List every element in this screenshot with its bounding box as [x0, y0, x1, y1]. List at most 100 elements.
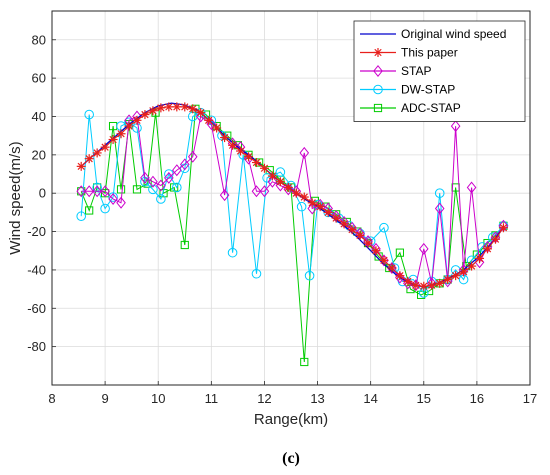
data-point-stap [164, 171, 174, 184]
data-point-this-paper [443, 275, 453, 285]
data-point-this-paper [435, 278, 445, 288]
data-point-this-paper [291, 188, 301, 198]
y-tick-label: 80 [32, 32, 46, 47]
legend-entry-stap: STAP [360, 64, 431, 78]
data-point-stap [172, 164, 182, 177]
data-point-dw-stap [84, 109, 94, 120]
data-point-this-paper [419, 281, 429, 291]
data-point-stap [219, 189, 230, 202]
data-point-this-paper [100, 142, 110, 152]
y-tick-label: -20 [27, 224, 46, 239]
legend-entry-dw-stap: DW-STAP [360, 83, 455, 97]
x-tick-label: 10 [151, 391, 165, 406]
data-point-stap [116, 196, 126, 209]
axis-ticks: 8 9 10 11 12 13 14 15 16 17 -80 -60 -40 -20 0 20 40 60 80 [27, 32, 537, 406]
data-point-this-paper [172, 102, 182, 112]
data-point-this-paper [108, 135, 118, 145]
x-tick-label: 16 [470, 391, 484, 406]
data-point-adc-stap [180, 240, 189, 250]
y-axis-label: Wind speed(m/s) [7, 141, 24, 254]
data-point-this-paper [220, 133, 230, 143]
data-point-this-paper [339, 219, 349, 229]
data-point-this-paper [196, 108, 206, 118]
x-tick-label: 8 [48, 391, 55, 406]
data-point-this-paper [483, 244, 493, 254]
legend-entry-original-wind-speed: Original wind speed [360, 27, 506, 41]
data-point-this-paper [387, 263, 397, 273]
data-point-dw-stap [76, 211, 87, 222]
data-point-stap [434, 202, 445, 215]
data-point-stap [148, 175, 158, 188]
data-point-this-paper [459, 267, 469, 277]
y-tick-label: -80 [27, 339, 46, 354]
legend-marker-this-paper [373, 48, 383, 57]
data-point-this-paper [307, 198, 317, 208]
x-tick-label: 15 [417, 391, 431, 406]
data-point-dw-stap [304, 270, 315, 281]
y-tick-label: 20 [32, 147, 46, 162]
data-point-adc-stap [395, 248, 404, 257]
data-point-this-paper [490, 234, 500, 244]
data-point-this-paper [236, 146, 246, 156]
x-tick-label: 17 [523, 391, 537, 406]
data-point-this-paper [228, 140, 238, 150]
legend-marker-stap [373, 64, 383, 78]
data-point-adc-stap [417, 290, 426, 299]
data-point-this-paper [379, 255, 389, 265]
y-tick-label: -60 [27, 301, 46, 316]
data-point-dw-stap [100, 203, 110, 214]
legend-label-adc-stap: ADC-STAP [401, 101, 461, 115]
y-tick-label: -40 [27, 262, 46, 277]
data-point-this-paper [315, 202, 325, 212]
data-point-dw-stap [296, 201, 307, 212]
legend-entry-adc-stap: ADC-STAP [360, 101, 461, 115]
data-point-stap [466, 181, 477, 194]
data-point-stap [92, 185, 102, 198]
data-point-stap [251, 185, 262, 198]
x-tick-label: 13 [310, 391, 324, 406]
data-point-this-paper [363, 238, 373, 248]
data-point-this-paper [275, 177, 285, 187]
data-point-adc-stap [151, 108, 160, 117]
data-point-dw-stap [172, 182, 182, 193]
data-point-this-paper [331, 213, 341, 223]
x-tick-label: 14 [363, 391, 377, 406]
series-line-dw-stap [80, 112, 504, 294]
data-point-stap [387, 262, 397, 275]
data-series-layer [76, 102, 509, 367]
y-tick-label: 0 [39, 186, 46, 201]
data-point-adc-stap [85, 206, 94, 215]
legend-label-dw-stap: DW-STAP [401, 83, 455, 97]
x-tick-label: 11 [205, 391, 219, 406]
data-point-this-paper [204, 115, 214, 125]
data-point-dw-stap [108, 192, 118, 202]
data-point-dw-stap [275, 167, 286, 177]
data-point-dw-stap [251, 268, 262, 279]
data-point-dw-stap [148, 184, 158, 195]
data-point-this-paper [323, 207, 333, 217]
data-point-this-paper [164, 102, 174, 112]
figure-caption: (c) [282, 450, 300, 467]
data-point-stap [187, 150, 198, 163]
data-point-adc-stap [116, 185, 126, 194]
y-tick-label: 40 [32, 109, 46, 124]
data-point-dw-stap [379, 222, 389, 233]
data-point-this-paper [403, 276, 413, 286]
plot-frame [51, 10, 531, 386]
legend-marker-dw-stap [373, 84, 383, 95]
x-tick-label: 12 [257, 391, 271, 406]
data-point-stap [307, 202, 318, 215]
data-point-stap [259, 185, 270, 198]
data-point-this-paper [180, 102, 190, 112]
data-point-this-paper [395, 271, 405, 281]
data-point-this-paper [347, 225, 357, 235]
data-point-stap [108, 192, 118, 205]
data-point-this-paper [76, 161, 86, 171]
data-point-this-paper [299, 192, 309, 202]
data-point-stap [84, 185, 94, 198]
data-point-this-paper [251, 158, 261, 168]
data-point-this-paper [427, 280, 437, 290]
data-point-this-paper [212, 123, 222, 133]
data-point-adc-stap [132, 185, 142, 194]
